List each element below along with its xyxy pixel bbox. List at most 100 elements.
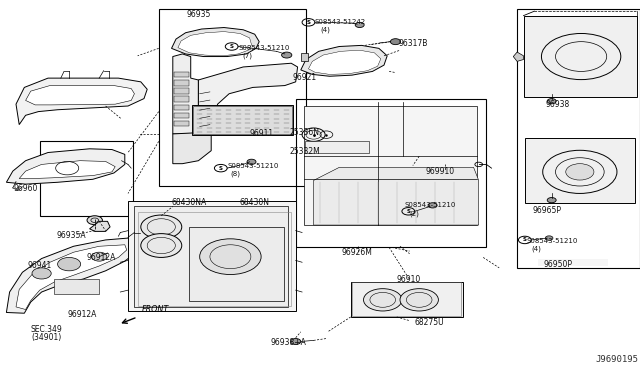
Circle shape xyxy=(141,234,182,257)
Polygon shape xyxy=(173,132,211,164)
Text: (2): (2) xyxy=(410,211,419,217)
Circle shape xyxy=(291,339,301,344)
Text: 25336N: 25336N xyxy=(290,128,319,137)
Text: 96935A: 96935A xyxy=(57,231,86,240)
Bar xyxy=(351,282,463,317)
Circle shape xyxy=(566,164,594,180)
Bar xyxy=(174,121,189,126)
Bar xyxy=(174,96,189,102)
Text: (4): (4) xyxy=(531,246,541,253)
Circle shape xyxy=(355,22,364,28)
Circle shape xyxy=(545,236,553,240)
Text: S08543-51210: S08543-51210 xyxy=(526,238,577,244)
Text: (34901): (34901) xyxy=(31,333,61,342)
Polygon shape xyxy=(192,105,293,135)
Text: 96921: 96921 xyxy=(292,73,317,82)
Text: 96941: 96941 xyxy=(28,262,52,270)
Bar xyxy=(352,282,461,316)
Bar xyxy=(525,138,635,203)
Text: S: S xyxy=(406,209,410,214)
Text: 68430N: 68430N xyxy=(240,198,269,207)
Text: 25332M: 25332M xyxy=(289,147,320,156)
Polygon shape xyxy=(16,245,127,310)
Text: (7): (7) xyxy=(242,52,252,59)
Circle shape xyxy=(87,216,102,225)
Polygon shape xyxy=(6,238,138,313)
Polygon shape xyxy=(16,78,147,125)
Bar xyxy=(174,88,189,94)
Bar xyxy=(193,106,292,134)
Text: 96926M: 96926M xyxy=(342,248,372,257)
Circle shape xyxy=(247,159,256,164)
Text: S: S xyxy=(307,20,310,25)
Polygon shape xyxy=(308,50,381,74)
Text: S: S xyxy=(219,166,223,171)
Bar xyxy=(174,113,189,118)
Circle shape xyxy=(141,215,182,239)
Text: 96912A: 96912A xyxy=(67,310,97,319)
Polygon shape xyxy=(178,32,252,56)
Polygon shape xyxy=(172,28,259,57)
Circle shape xyxy=(547,198,556,203)
Text: 96910: 96910 xyxy=(396,275,420,284)
Text: 96965P: 96965P xyxy=(532,206,561,215)
Circle shape xyxy=(400,289,438,311)
Circle shape xyxy=(390,39,401,45)
Polygon shape xyxy=(90,221,110,231)
Text: S08543-51242: S08543-51242 xyxy=(315,19,366,25)
Circle shape xyxy=(428,203,437,208)
Text: FRONT: FRONT xyxy=(142,305,170,314)
Text: J9690195: J9690195 xyxy=(596,355,639,364)
Text: 96960: 96960 xyxy=(13,185,38,193)
Bar xyxy=(189,227,284,301)
Polygon shape xyxy=(128,201,296,311)
Text: S: S xyxy=(523,237,527,243)
Text: S08543-51210: S08543-51210 xyxy=(228,163,279,169)
Text: 96935: 96935 xyxy=(186,10,211,19)
Bar xyxy=(54,279,99,294)
Circle shape xyxy=(282,52,292,58)
Text: 96950P: 96950P xyxy=(543,260,573,269)
Text: 969910: 969910 xyxy=(426,167,455,176)
Bar xyxy=(174,80,189,86)
Polygon shape xyxy=(314,167,479,225)
Text: S08543-51210: S08543-51210 xyxy=(238,45,289,51)
Bar xyxy=(538,259,608,266)
Bar xyxy=(174,72,189,77)
Polygon shape xyxy=(301,45,387,76)
Circle shape xyxy=(364,289,402,311)
Circle shape xyxy=(200,239,261,275)
Text: 68430NA: 68430NA xyxy=(172,198,207,207)
Text: 96317B: 96317B xyxy=(398,39,428,48)
Polygon shape xyxy=(19,161,115,179)
Bar xyxy=(40,141,133,216)
Text: S: S xyxy=(230,44,234,49)
Polygon shape xyxy=(173,54,198,134)
Bar xyxy=(159,9,306,186)
Polygon shape xyxy=(513,52,524,61)
Text: 68275U: 68275U xyxy=(415,318,444,327)
Text: 96911: 96911 xyxy=(250,129,274,138)
Bar xyxy=(305,141,369,153)
Bar xyxy=(301,53,308,61)
Bar xyxy=(174,105,189,110)
Bar xyxy=(134,206,288,307)
Polygon shape xyxy=(6,149,125,184)
Polygon shape xyxy=(198,63,298,132)
Text: S08543-51210: S08543-51210 xyxy=(404,202,456,208)
Text: 96938: 96938 xyxy=(546,100,570,109)
Bar xyxy=(296,99,486,247)
Text: 96938+A: 96938+A xyxy=(270,339,306,347)
Polygon shape xyxy=(524,16,637,97)
Circle shape xyxy=(58,257,81,271)
Bar xyxy=(517,9,640,268)
Text: (4): (4) xyxy=(320,26,330,33)
Circle shape xyxy=(32,268,51,279)
Circle shape xyxy=(92,252,107,261)
Polygon shape xyxy=(26,86,134,105)
Circle shape xyxy=(547,99,556,104)
Text: 96912A: 96912A xyxy=(86,253,116,262)
Text: (8): (8) xyxy=(230,170,241,177)
Text: SEC.349: SEC.349 xyxy=(30,325,62,334)
Bar xyxy=(304,106,477,225)
